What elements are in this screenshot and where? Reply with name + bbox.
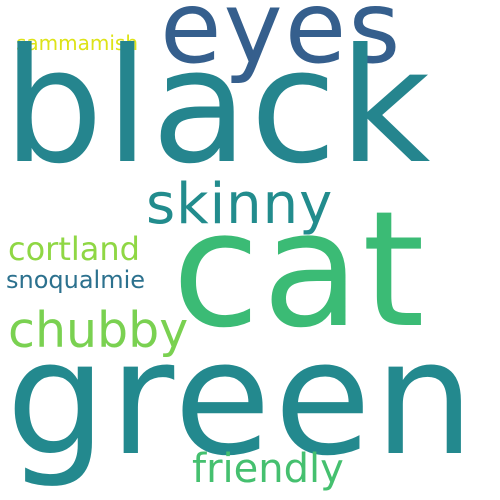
word-black: black <box>3 15 433 199</box>
word-cortland: cortland <box>8 230 140 268</box>
word-sammamish: sammamish <box>16 31 139 55</box>
word-skinny: skinny <box>146 172 334 237</box>
word-snoqualmie: snoqualmie <box>6 266 146 294</box>
word-cat: cat <box>172 176 427 363</box>
word-friendly: friendly <box>192 446 344 492</box>
word-chubby: chubby <box>8 302 189 359</box>
word-eyes: eyes <box>160 0 403 86</box>
word-green: green <box>6 307 478 491</box>
